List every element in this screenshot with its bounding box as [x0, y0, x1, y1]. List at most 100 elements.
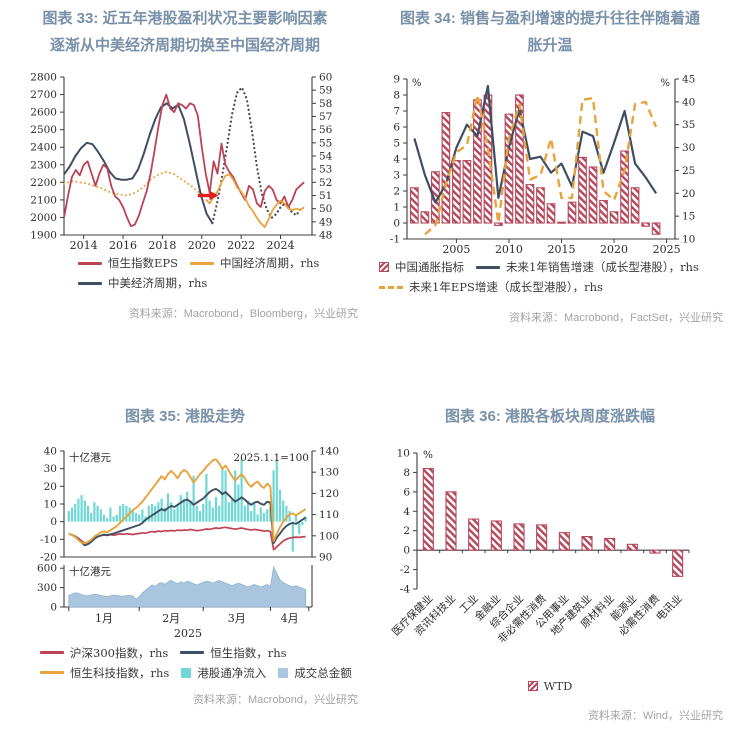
southbound-flow-bar: [173, 508, 176, 522]
figure-34-title: 图表 34: 销售与盈利增速的提升往往伴随着通 胀升温: [377, 6, 723, 59]
southbound-flow-bar: [218, 505, 221, 522]
svg-text:130: 130: [319, 466, 339, 478]
svg-text:30: 30: [44, 463, 57, 475]
legend-item: 中国通胀指标: [379, 259, 464, 275]
svg-text:54: 54: [319, 151, 333, 163]
southbound-flow-bar: [93, 501, 96, 522]
navy-swatch: [78, 281, 102, 285]
series-中美经济周期，rhs: [63, 102, 214, 225]
sector-bar: [513, 523, 525, 551]
southbound-flow-bar: [294, 514, 298, 522]
svg-text:10: 10: [682, 234, 695, 246]
svg-text:120: 120: [319, 488, 339, 500]
sector-bar: [626, 543, 638, 551]
month-label: 4月: [281, 612, 299, 625]
series-恒生指数EPS: [63, 94, 305, 228]
inflation-bar: [536, 187, 545, 224]
figure-34-legend: 中国通胀指标 未来1年销售增速（成长型港股），rhs 未来1年EPS增速（成长型港股…: [377, 259, 723, 295]
svg-text:6: 6: [393, 122, 400, 134]
series-中国经济周期，rhs: [63, 171, 207, 197]
series-中国经济周期，rhs: [205, 173, 305, 229]
southbound-flow-bar: [192, 475, 195, 522]
inflation-bar: [567, 202, 577, 224]
red-swatch: [78, 261, 102, 265]
svg-text:4: 4: [393, 154, 400, 166]
figure-35-title-line1: 图表 35: 港股走势: [124, 408, 245, 425]
southbound-flow-bar: [237, 484, 240, 522]
figure-34: 图表 34: 销售与盈利增速的提升往往伴随着通 胀升温 -1 0 1 2 3 4 5 6 7 8 9…: [377, 6, 723, 325]
month-label: 2月: [162, 612, 180, 625]
svg-text:0: 0: [403, 544, 410, 556]
svg-text:-4: -4: [400, 583, 411, 595]
figure-35-title: 图表 35: 港股走势: [12, 404, 358, 431]
svg-text:30: 30: [682, 142, 695, 154]
svg-text:25: 25: [682, 165, 695, 177]
series-未来1年EPS增速（成长型港股），rhs: [424, 94, 658, 236]
svg-text:56: 56: [319, 125, 333, 137]
inflation-bar: [620, 150, 629, 224]
southbound-flow-bar: [230, 498, 234, 522]
southbound-flow-bar: [83, 500, 86, 522]
svg-text:-10: -10: [40, 534, 57, 546]
southbound-flow-bar: [275, 459, 278, 522]
inflation-bar: [609, 211, 619, 224]
southbound-flow-bar: [298, 521, 301, 534]
svg-text:2020: 2020: [600, 243, 628, 256]
legend-item: 成交总金额: [278, 665, 352, 681]
legend-row: 恒生科技指数，rhs 港股通净流入 成交总金额: [40, 665, 358, 681]
figure-35-source: 资料来源：Macrobond，兴业研究: [192, 693, 358, 706]
svg-text:8: 8: [393, 90, 400, 102]
svg-text:40: 40: [44, 445, 57, 457]
southbound-flow-bar: [272, 470, 275, 522]
svg-text:-20: -20: [40, 551, 57, 563]
southbound-flow-bar: [102, 514, 106, 522]
southbound-flow-bar: [67, 510, 70, 522]
svg-text:1: 1: [393, 202, 400, 214]
svg-text:-2: -2: [400, 564, 410, 576]
svg-text:90: 90: [319, 551, 332, 563]
svg-text:2000: 2000: [30, 212, 57, 224]
svg-text:2200: 2200: [30, 177, 57, 189]
inflation-bar: [462, 160, 472, 224]
svg-text:52: 52: [319, 177, 332, 189]
hatch-swatch: [527, 680, 538, 691]
inflation-bar: [420, 211, 430, 224]
southbound-flow-bar: [147, 505, 150, 522]
svg-text:50: 50: [319, 204, 332, 216]
southbound-flow-bar: [214, 496, 218, 522]
navy-swatch: [476, 265, 500, 269]
southbound-flow-bar: [221, 468, 224, 522]
legend-item: 中国经济周期，rhs: [190, 255, 319, 271]
month-label: 1月: [95, 612, 113, 625]
figure-33-title: 图表 33: 近五年港股盈利状况主要影响因素 逐渐从中美经济周期切换至中国经济周…: [12, 6, 358, 59]
southbound-flow-bar: [96, 505, 99, 522]
southbound-flow-bar: [77, 498, 80, 522]
southbound-flow-bar: [304, 516, 307, 522]
legend-item: 恒生指数，rhs: [180, 645, 287, 661]
sector-label: 电讯业: [653, 592, 684, 623]
svg-text:2024: 2024: [267, 239, 295, 252]
southbound-flow-bar: [278, 489, 282, 522]
svg-text:55: 55: [319, 138, 332, 150]
southbound-flow-bar: [131, 510, 134, 522]
svg-text:2700: 2700: [30, 89, 57, 101]
figure-33: 图表 33: 近五年港股盈利状况主要影响因素 逐渐从中美经济周期切换至中国经济周…: [12, 6, 358, 321]
navy-swatch: [180, 651, 205, 655]
sector-bar: [649, 549, 661, 554]
southbound-flow-bar: [170, 501, 173, 522]
legend-row: WTD: [527, 679, 572, 693]
inflation-bar: [525, 184, 535, 224]
svg-text:%: %: [660, 78, 670, 89]
svg-text:8: 8: [403, 467, 410, 479]
southbound-flow-bar: [186, 491, 189, 522]
inflation-bar: [651, 222, 661, 236]
svg-text:10: 10: [397, 447, 410, 459]
figure-34-title-line2: 胀升温: [527, 36, 573, 54]
svg-text:2300: 2300: [30, 160, 57, 172]
turnover-area: [68, 565, 306, 608]
volume-swatch: [278, 667, 289, 678]
svg-text:110: 110: [319, 509, 339, 521]
svg-text:49: 49: [319, 217, 332, 229]
